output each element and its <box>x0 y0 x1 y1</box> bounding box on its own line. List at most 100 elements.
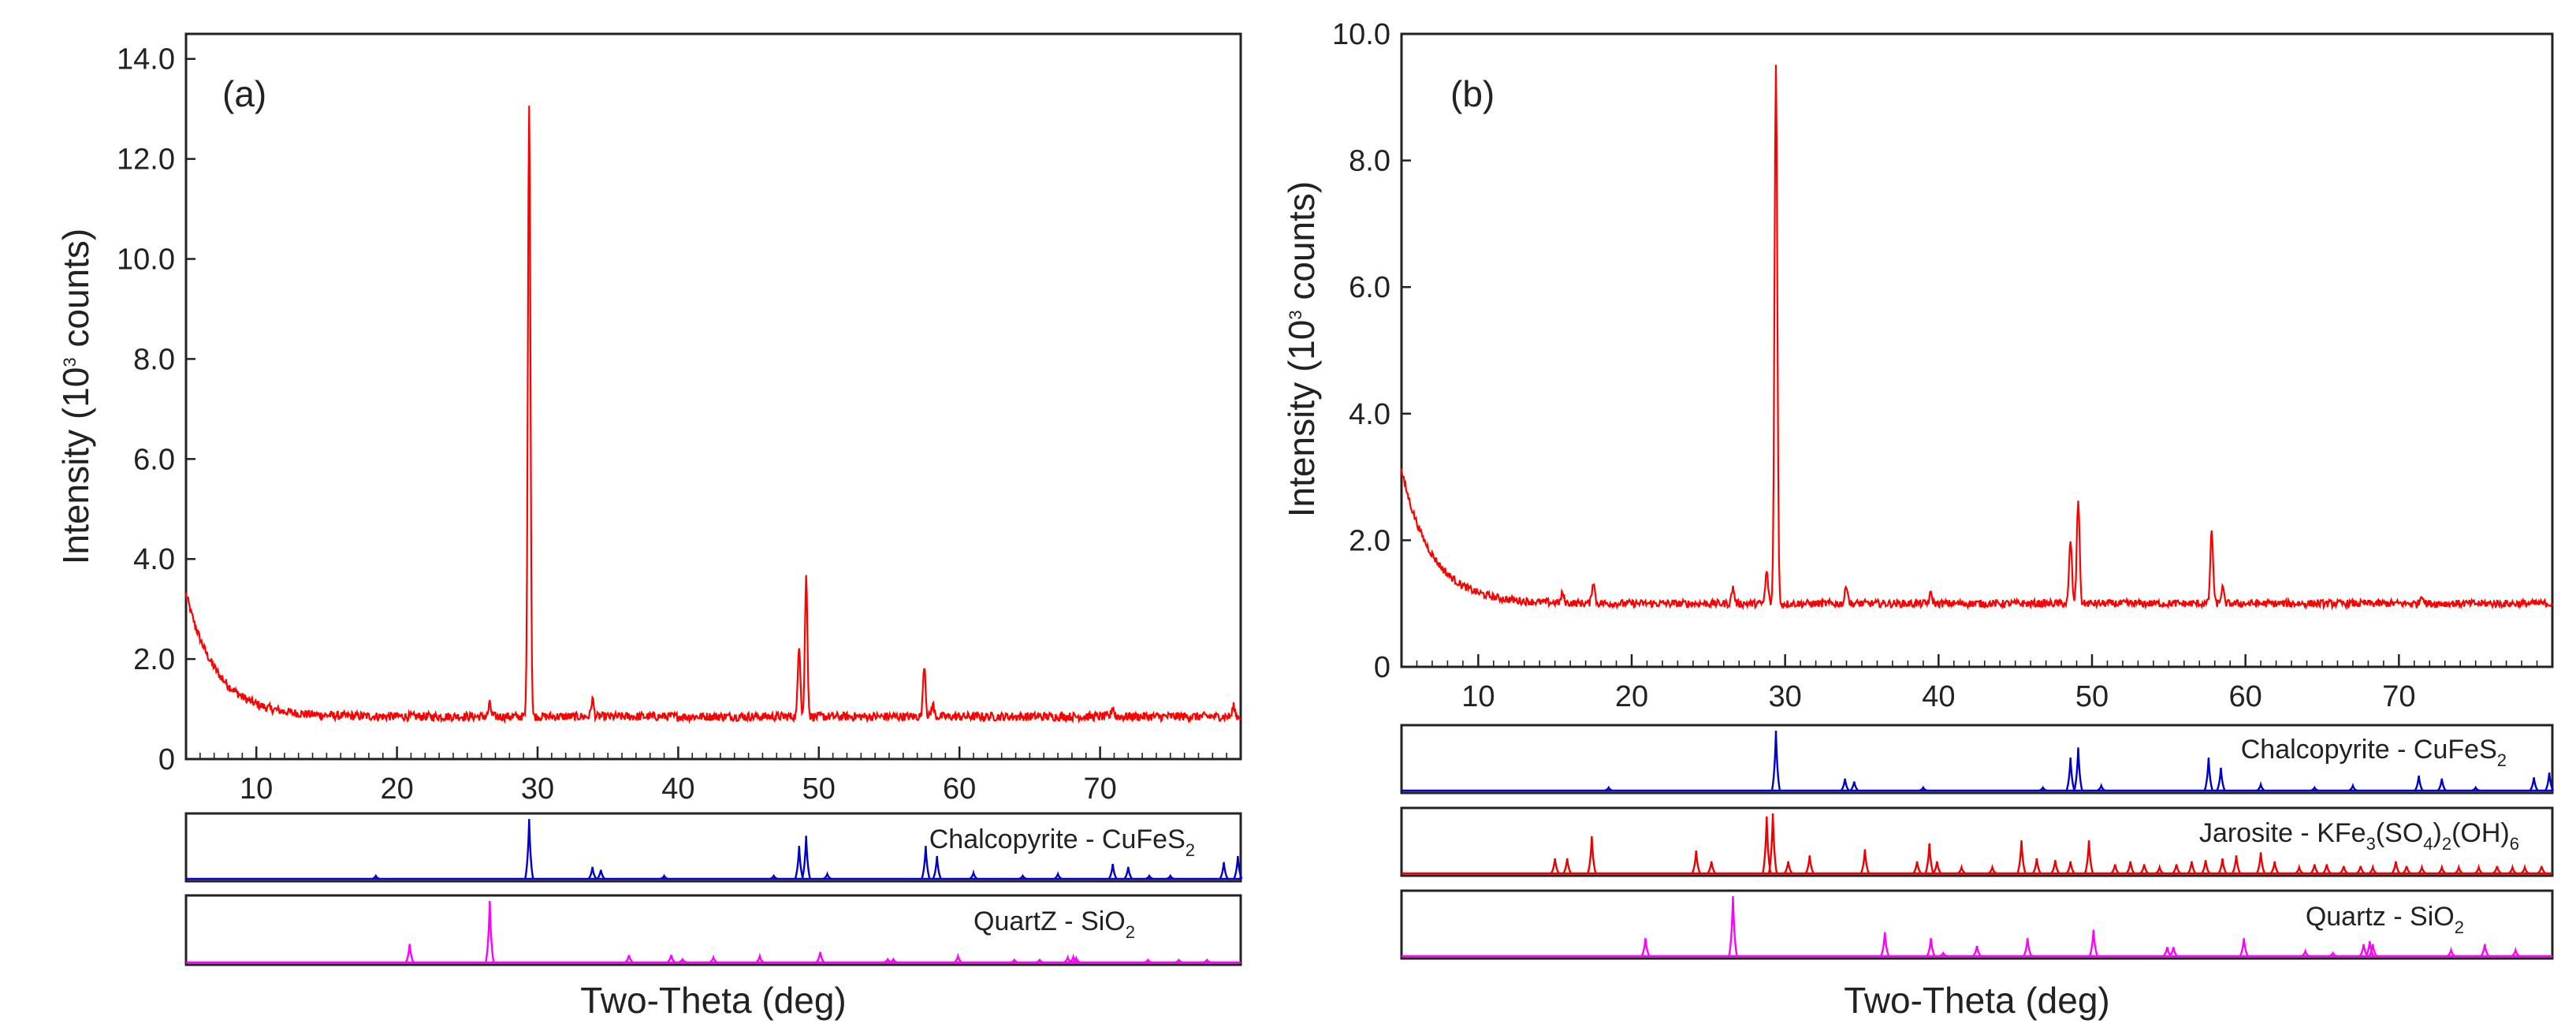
panel-b-ref-peak <box>2050 860 2060 874</box>
panel-a-y-axis-title: Intensity (103 counts) <box>55 229 96 564</box>
panel-a-ytick-label: 6.0 <box>133 443 175 476</box>
panel-b-ref-peak <box>2187 861 2197 874</box>
panel-b-ref-peak <box>1640 938 1651 957</box>
panel-b-ref-peak <box>1840 778 1850 791</box>
panel-b-ref-peak <box>2436 778 2447 791</box>
panel-b-ytick-label: 4.0 <box>1349 398 1390 431</box>
panel-a-ref-peak <box>1107 863 1118 880</box>
panel-a-ref-peak <box>801 836 811 880</box>
panel-a-ytick-label: 2.0 <box>133 643 175 676</box>
panel-b-ref-peak <box>2537 865 2547 875</box>
panel-b-ref-peak <box>1562 858 1573 874</box>
panel-a-ref-peak <box>1166 873 1175 880</box>
panel-b-ref-peak <box>2454 863 2463 875</box>
panel-b-ref-peak <box>2321 864 2332 874</box>
panel-a-ref-peak <box>1174 958 1183 964</box>
panel-b-ref-peak <box>2256 780 2265 792</box>
panel-b-ref-peak <box>2339 865 2349 875</box>
panel-a-ref-peak <box>769 873 779 880</box>
panel-b-ref-peak <box>2368 863 2377 875</box>
panel-b-xtick-label: 30 <box>1769 680 1802 713</box>
panel-b-ref-peak <box>2073 747 2083 791</box>
panel-a-xtick-label: 60 <box>943 772 976 806</box>
panel-a-ytick-label: 4.0 <box>133 543 175 576</box>
panel-a-ref-peak <box>678 957 687 964</box>
panel-b-ref-peak <box>2031 858 2042 874</box>
panel-a-ref-peak <box>524 818 534 880</box>
panel-b-ytick-label: 10.0 <box>1332 18 1390 51</box>
panel-a-ref-peak <box>822 871 832 880</box>
panel-a-ytick-label: 14.0 <box>117 43 175 76</box>
panel-a-xrd-pattern-line <box>184 106 1241 724</box>
panel-a-ref-frame-quartz <box>184 894 1242 966</box>
panel-b-ytick-label: 6.0 <box>1349 271 1390 304</box>
panel-b-label: (b) <box>1450 73 1495 114</box>
panel-b-xtick-label: 60 <box>2229 680 2262 713</box>
panel-b-ref-peak <box>2301 948 2310 958</box>
panel-a-ref-label-chalcopyrite: Chalcopyrite - CuFeS2 <box>929 824 1195 860</box>
panel-b-y-axis-title: Intensity (103 counts) <box>1281 181 1322 517</box>
panel-a-ref-peak <box>1053 871 1063 880</box>
panel-a-ref-peak <box>1123 866 1134 880</box>
panel-b-ref-peak <box>2065 861 2075 874</box>
panel-b-xrd-pattern-line <box>1400 65 2553 611</box>
panel-b-ref-peak <box>1691 850 1701 874</box>
panel-b-ref-peak <box>2168 947 2179 957</box>
panel-b-ref-peak <box>1762 816 1772 874</box>
panel-a-ref-peak <box>1143 958 1152 964</box>
panel-b-ref-peak <box>2201 860 2211 874</box>
panel-b-ref-peak <box>2355 865 2366 875</box>
panel-a-ref-peak <box>596 869 606 880</box>
panel-b-ref-peak <box>2544 772 2555 791</box>
panel-b-ref-peak <box>2269 861 2280 874</box>
panel-a-label: (a) <box>222 73 266 114</box>
panel-b-ref-peak <box>2239 938 2249 957</box>
panel-b-ref-peak <box>2511 946 2520 958</box>
panel-a-ytick-label: 12.0 <box>117 143 175 177</box>
panel-b-y-axis: 0 2.0 4.0 6.0 8.0 10.0 <box>1332 18 1390 684</box>
panel-a-ref-peak <box>709 954 718 964</box>
panel-a-ref-label-quartz: QuartZ - SiO2 <box>973 906 1135 942</box>
panel-b-ref-peak <box>2474 863 2484 875</box>
panel-b-x-axis-title: Two-Theta (deg) <box>1844 980 2109 1021</box>
panel-a-ref-peak <box>932 856 942 880</box>
panel-a-ref-frame-chalcopyrite <box>184 812 1242 883</box>
panel-b-ref-peak <box>1912 861 1923 874</box>
panel-a-ref-peak <box>1145 873 1154 880</box>
panel-a-ref-peak <box>1069 953 1078 964</box>
panel-b-ref-peak <box>1728 895 1738 957</box>
panel-a-y-axis: 0 2.0 4.0 6.0 8.0 10.0 12.0 14.0 <box>117 43 175 776</box>
panel-b-ref-peak <box>2088 929 2099 957</box>
panel-a-xtick-label: 50 <box>802 772 836 806</box>
panel-a-ref-peak <box>666 955 676 964</box>
panel-a-xtick-label: 70 <box>1083 772 1116 806</box>
panel-b-ref-frame-chalcopyrite <box>1400 724 2554 795</box>
panel-b-ref-peak <box>1804 855 1815 874</box>
panel-b-ref-peak <box>2295 863 2304 875</box>
panel-b-ytick-label: 0 <box>1374 651 1390 684</box>
panel-b-ref-peak <box>2348 783 2358 792</box>
panel-a-x-axis-title: Two-Theta (deg) <box>580 980 846 1021</box>
panel-b-ref-peak <box>2083 840 2094 874</box>
panel-b-ref-peak <box>1926 938 1936 957</box>
panel-b-ytick-label: 2.0 <box>1349 524 1390 557</box>
panel-b-ref-peak <box>1770 730 1781 791</box>
panel-b-ref-peak <box>2368 944 2378 957</box>
panel-a-ref-peak <box>660 873 668 880</box>
panel-a-ref-peak <box>587 866 597 880</box>
panel-b-ref-peak <box>2217 858 2228 874</box>
panel-a-xtick-label: 10 <box>240 772 273 806</box>
panel-b-ref-peak <box>1604 785 1614 792</box>
panel-b-ref-peak <box>2446 946 2456 958</box>
panel-b-ref-peak <box>2016 840 2027 874</box>
panel-b-ref-peak <box>2172 864 2181 874</box>
panel-b-ref-peak <box>2125 861 2135 874</box>
panel-b-ref-peak <box>2414 775 2424 791</box>
panel-a-ytick-label: 8.0 <box>133 343 175 376</box>
panel-b-ref-peak <box>1956 863 1967 875</box>
panel-b-ref-peak <box>2492 865 2502 875</box>
panel-a-ref-peak <box>624 955 634 964</box>
panel-a-ref-peak <box>371 873 381 880</box>
panel-a-ytick-label: 0 <box>158 743 175 776</box>
